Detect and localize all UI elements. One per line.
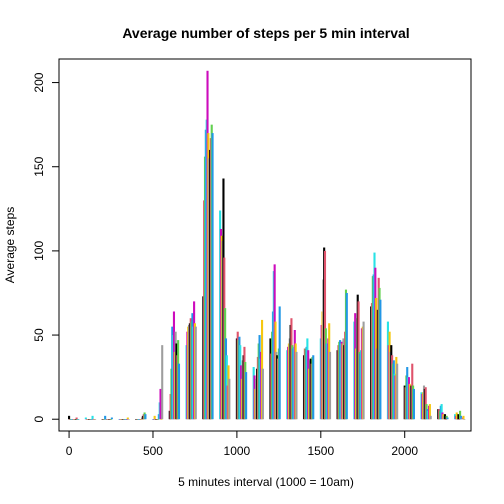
y-tick-label: 100 bbox=[32, 241, 46, 261]
bar bbox=[295, 351, 298, 420]
bar bbox=[77, 419, 80, 420]
bar bbox=[424, 387, 427, 420]
bar bbox=[161, 345, 164, 420]
bar bbox=[443, 414, 447, 420]
bar bbox=[84, 417, 87, 420]
bar bbox=[312, 355, 315, 420]
y-tick-label: 200 bbox=[32, 72, 46, 92]
x-axis-label: 5 minutes interval (1000 = 10am) bbox=[178, 475, 354, 489]
bar bbox=[211, 133, 214, 420]
x-tick-label: 500 bbox=[143, 444, 163, 458]
bar bbox=[160, 419, 163, 420]
bar bbox=[459, 410, 462, 420]
x-tick-label: 1500 bbox=[307, 444, 334, 458]
bar bbox=[463, 419, 466, 420]
bar bbox=[90, 419, 93, 420]
y-axis: 0 50 100 150 200 bbox=[32, 72, 60, 423]
bar bbox=[109, 419, 113, 420]
bars bbox=[68, 70, 466, 420]
bar bbox=[261, 368, 264, 420]
bar bbox=[228, 378, 231, 420]
x-tick-label: 0 bbox=[66, 444, 73, 458]
bar bbox=[75, 417, 78, 420]
plot-frame bbox=[58, 58, 472, 432]
bar bbox=[91, 415, 94, 420]
bar bbox=[194, 326, 197, 420]
bar bbox=[456, 419, 459, 420]
bar bbox=[429, 415, 432, 420]
bar bbox=[68, 415, 71, 420]
bar bbox=[458, 419, 461, 420]
bar bbox=[126, 417, 129, 420]
bar bbox=[153, 415, 156, 420]
bar bbox=[127, 419, 130, 420]
bar bbox=[455, 412, 458, 420]
bar bbox=[110, 417, 113, 420]
bar bbox=[396, 363, 399, 420]
bar bbox=[94, 419, 97, 420]
bar bbox=[428, 404, 431, 420]
chart-title: Average number of steps per 5 min interv… bbox=[122, 25, 409, 41]
bar bbox=[444, 419, 447, 420]
x-tick-label: 2000 bbox=[391, 444, 418, 458]
bar bbox=[457, 414, 460, 420]
bar bbox=[328, 351, 332, 420]
y-axis-label: Average steps bbox=[3, 207, 17, 284]
bar bbox=[159, 388, 162, 420]
x-tick-label: 1000 bbox=[224, 444, 251, 458]
y-tick-label: 50 bbox=[32, 328, 46, 342]
bar bbox=[379, 299, 382, 420]
bar bbox=[440, 404, 443, 420]
x-axis: 0 500 1000 1500 2000 bbox=[66, 430, 418, 458]
bar bbox=[125, 419, 129, 420]
bar bbox=[177, 363, 181, 420]
bar bbox=[446, 417, 449, 420]
bar bbox=[412, 388, 415, 420]
bar bbox=[152, 419, 155, 420]
y-tick-label: 150 bbox=[32, 156, 46, 176]
bar bbox=[140, 419, 143, 420]
bar bbox=[104, 415, 107, 420]
bar bbox=[74, 419, 77, 420]
bar bbox=[278, 306, 281, 420]
y-tick-label: 0 bbox=[32, 416, 46, 423]
bar bbox=[144, 414, 147, 420]
bar bbox=[462, 415, 465, 420]
bar bbox=[345, 292, 348, 420]
bar bbox=[245, 372, 248, 420]
bar bbox=[103, 419, 106, 420]
bar bbox=[156, 419, 160, 420]
bar bbox=[362, 321, 365, 420]
